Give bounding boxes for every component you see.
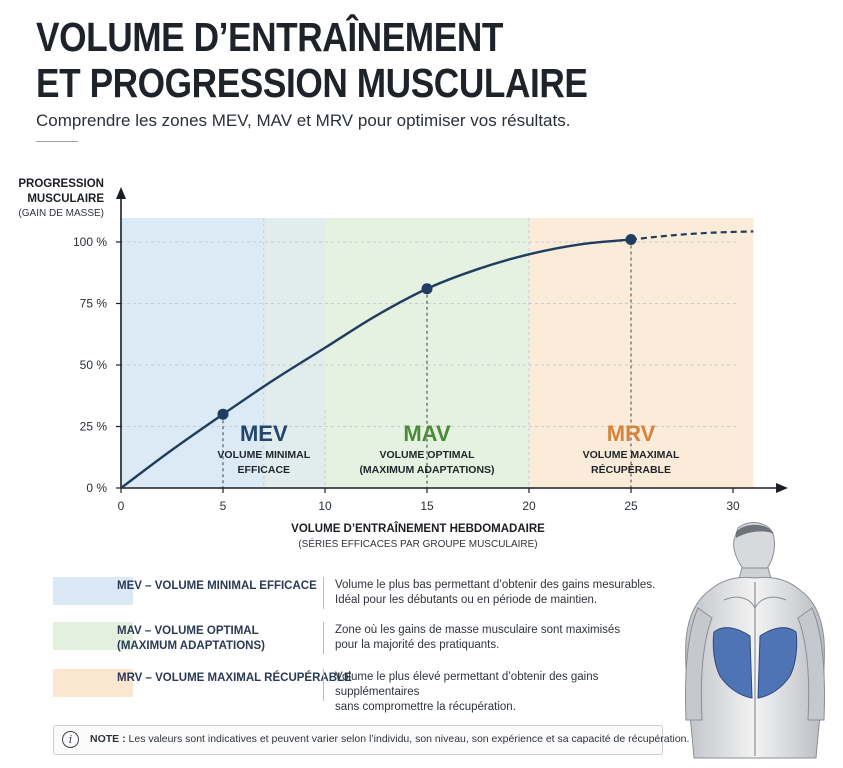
zone-bg-mrv [529, 218, 754, 488]
y-tick-label: 0 % [86, 481, 107, 495]
y-axis-arrowhead [116, 187, 126, 199]
x-tick-label: 10 [318, 499, 332, 513]
legend-item-mrv: MRV – VOLUME MAXIMAL RÉCUPÉRABLE Volume … [53, 669, 663, 713]
y-axis-label-sub: (GAIN DE MASSE) [18, 208, 104, 219]
zone-desc-mav-line2: (MAXIMUM ADAPTATIONS) [359, 464, 494, 476]
key-points [217, 234, 637, 420]
legend-separator [323, 669, 324, 701]
zone-desc-mev-line1: VOLUME MINIMAL [217, 449, 310, 461]
muscular-back-illustration-icon [685, 522, 825, 759]
back-muscle-right [757, 627, 798, 699]
x-tick-label: 5 [220, 499, 227, 513]
y-tick-label: 25 % [80, 420, 108, 434]
zone-desc-mav-line1: VOLUME OPTIMAL [379, 449, 475, 461]
zone-desc-mrv-line1: VOLUME MAXIMAL [583, 449, 680, 461]
zone-backgrounds [121, 218, 754, 488]
zone-desc-mev-line2: EFFICACE [238, 464, 291, 476]
data-point-mrv [625, 234, 637, 246]
x-axis-arrowhead [776, 483, 788, 493]
zone-label-mev: MEV [240, 421, 288, 446]
zone-label-mrv: MRV [607, 421, 656, 446]
y-axis-label-line1: PROGRESSION [18, 178, 104, 190]
point-guides [222, 239, 632, 488]
y-tick-label: 50 % [80, 358, 108, 372]
axis-ticks: 0 5 10 15 20 25 30 0 % 25 % 50 % 75 % 100 % [73, 235, 740, 513]
legend-title-mrv: MRV – VOLUME MAXIMAL RÉCUPÉRABLE [117, 672, 352, 684]
legend-item-mev: MEV – VOLUME MINIMAL EFFICACE Volume le … [53, 577, 663, 611]
x-tick-label: 30 [726, 499, 740, 513]
y-axis-label-line2: MUSCULAIRE [27, 193, 104, 205]
x-tick-label: 25 [624, 499, 638, 513]
y-tick-label: 100 % [73, 235, 107, 249]
note-text: NOTE : Les valeurs sont indicatives et p… [90, 733, 690, 745]
legend-swatch-mrv [53, 669, 133, 697]
title-line-2: ET PROGRESSION MUSCULAIRE [36, 60, 588, 106]
volume-progression-chart: 0 5 10 15 20 25 30 0 % 25 % 50 % 75 % 100 % MEV VOLU… [18, 178, 788, 550]
title-divider [36, 141, 78, 142]
back-muscle-left [712, 627, 753, 699]
note-box: i NOTE : Les valeurs sont indicatives et… [53, 725, 689, 755]
zone-labels: MEV VOLUME MINIMAL EFFICACE MAV VOLUME OPTIM… [217, 421, 680, 476]
zone-bg-mev [121, 218, 264, 488]
axes [116, 187, 788, 493]
zone-desc-mrv-line2: RÉCUPÉRABLE [591, 463, 671, 476]
x-axis-label-sub: (SÉRIES EFFICACES PAR GROUPE MUSCULAIRE) [298, 537, 537, 550]
x-tick-label: 20 [522, 499, 536, 513]
progression-curve-extrapolation [630, 230, 754, 241]
legend-separator [323, 577, 324, 609]
legend-description-mav: Zone où les gains de masse musculaire so… [335, 624, 621, 651]
page-subtitle: Comprendre les zones MEV, MAV et MRV pou… [36, 111, 571, 130]
legend-swatch-mev [53, 577, 133, 605]
page-title: VOLUME D’ENTRAÎNEMENT ET PROGRESSION MUS… [36, 14, 588, 106]
legend-description-mrv: Volume le plus élevé permettant d’obteni… [335, 671, 599, 713]
x-tick-label: 0 [118, 499, 125, 513]
legend-title-mav: MAV – VOLUME OPTIMAL (MAXIMUM ADAPTATIONS… [117, 625, 265, 652]
zone-label-mav: MAV [403, 421, 451, 446]
x-tick-label: 15 [420, 499, 434, 513]
legend-item-mav: MAV – VOLUME OPTIMAL (MAXIMUM ADAPTATIONS… [53, 622, 663, 656]
data-point-mav [421, 283, 433, 295]
legend-title-mev: MEV – VOLUME MINIMAL EFFICACE [117, 580, 317, 592]
legend-description-mev: Volume le plus bas permettant d’obtenir … [335, 579, 656, 606]
title-line-1: VOLUME D’ENTRAÎNEMENT [36, 14, 503, 60]
progression-curve [120, 238, 632, 489]
info-icon: i [62, 731, 79, 748]
legend-swatch-mav [53, 622, 133, 650]
data-point-mev [217, 408, 229, 420]
y-tick-label: 75 % [80, 297, 108, 311]
x-axis-label: VOLUME D’ENTRAÎNEMENT HEBDOMADAIRE [291, 522, 545, 535]
legend-separator [323, 622, 324, 654]
